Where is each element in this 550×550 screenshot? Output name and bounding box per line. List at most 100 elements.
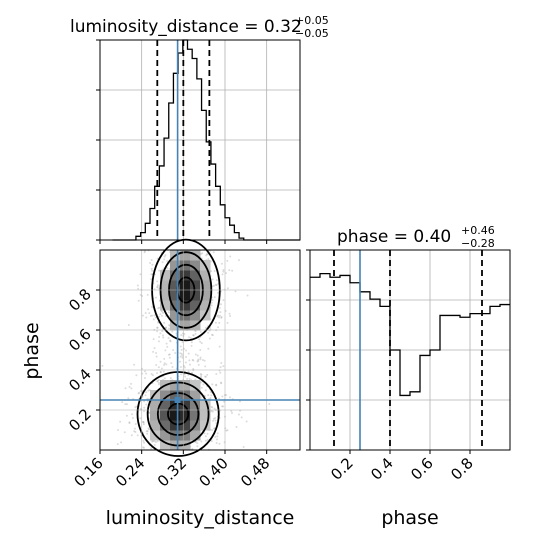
scatter-point	[218, 442, 221, 445]
density-cell	[170, 300, 181, 311]
scatter-point	[229, 255, 232, 258]
scatter-point	[194, 330, 197, 333]
scatter-point	[230, 410, 233, 413]
title-phase-sup: +0.46	[461, 224, 495, 237]
scatter-point	[150, 278, 153, 281]
scatter-point	[168, 324, 171, 327]
scatter-point	[145, 430, 148, 433]
scatter-point	[145, 391, 148, 394]
scatter-point	[186, 377, 189, 380]
scatter-point	[187, 370, 190, 373]
scatter-point	[119, 420, 122, 423]
scatter-point	[165, 342, 168, 345]
scatter-point	[153, 347, 156, 350]
scatter-point	[135, 405, 138, 408]
scatter-point	[184, 361, 187, 364]
x-axis-label-phase: phase	[381, 507, 438, 529]
density-cell	[200, 280, 211, 291]
scatter-point	[219, 303, 222, 306]
scatter-point	[151, 374, 154, 377]
panel-frame	[99, 249, 301, 451]
scatter-point	[204, 365, 207, 368]
scatter-point	[218, 316, 221, 319]
scatter-point	[125, 414, 128, 417]
density-cell	[190, 290, 201, 301]
scatter-point	[200, 342, 203, 345]
density-cell	[180, 430, 191, 441]
density-cell	[180, 410, 191, 421]
scatter-point	[168, 267, 171, 270]
scatter-point	[180, 352, 183, 355]
scatter-point	[133, 363, 136, 366]
scatter-point	[124, 387, 127, 390]
scatter-point	[143, 250, 146, 253]
density-cell	[180, 280, 191, 291]
scatter-point	[134, 406, 137, 409]
scatter-point	[142, 420, 145, 423]
scatter-point	[137, 287, 140, 290]
scatter-point	[167, 336, 170, 339]
density-cell	[190, 280, 201, 291]
scatter-point	[210, 333, 213, 336]
scatter-point	[158, 340, 161, 343]
scatter-point	[221, 395, 224, 398]
scatter-point	[135, 374, 138, 377]
scatter-point	[207, 347, 210, 350]
scatter-point	[208, 337, 211, 340]
scatter-point	[143, 446, 146, 449]
scatter-point	[217, 314, 220, 317]
scatter-point	[149, 262, 152, 265]
scatter-point	[151, 440, 154, 443]
scatter-point	[168, 353, 171, 356]
scatter-point	[204, 375, 207, 378]
scatter-point	[222, 269, 225, 272]
scatter-point	[169, 339, 172, 342]
scatter-point	[151, 263, 154, 266]
scatter-point	[200, 396, 203, 399]
scatter-point	[200, 375, 203, 378]
scatter-point	[194, 332, 197, 335]
density-cell	[150, 420, 161, 431]
scatter-point	[170, 362, 173, 365]
scatter-point	[145, 372, 148, 375]
scatter-point	[215, 279, 218, 282]
scatter-point	[166, 260, 169, 263]
scatter-point	[206, 253, 209, 256]
density-cell	[150, 410, 161, 421]
scatter-point	[156, 380, 159, 383]
scatter-point	[162, 336, 165, 339]
scatter-point	[216, 432, 219, 435]
scatter-point	[222, 270, 225, 273]
density-cell	[160, 270, 171, 281]
scatter-point	[196, 442, 199, 445]
y-axis-label-phase: phase	[21, 322, 43, 379]
scatter-point	[167, 353, 170, 356]
scatter-point	[199, 372, 202, 375]
scatter-point	[216, 435, 219, 438]
scatter-point	[143, 376, 146, 379]
scatter-point	[228, 312, 231, 315]
scatter-point	[142, 439, 145, 442]
scatter-point	[158, 381, 161, 384]
density-cell	[170, 290, 181, 301]
title-phase: phase = 0.40	[337, 227, 451, 247]
scatter-point	[220, 262, 223, 265]
scatter-point	[211, 406, 214, 409]
scatter-point	[124, 403, 127, 406]
scatter-point	[185, 349, 188, 352]
density-cell	[170, 310, 181, 321]
scatter-point	[212, 419, 215, 422]
scatter-point	[154, 441, 157, 444]
scatter-point	[133, 427, 136, 430]
scatter-point	[191, 358, 194, 361]
scatter-point	[156, 326, 159, 329]
scatter-point	[123, 431, 126, 434]
scatter-point	[145, 403, 148, 406]
scatter-point	[180, 334, 183, 337]
scatter-point	[101, 364, 104, 367]
scatter-point	[206, 432, 209, 435]
density-cell	[180, 300, 191, 311]
scatter-point	[199, 356, 202, 359]
scatter-point	[214, 417, 217, 420]
scatter-point	[230, 411, 233, 414]
